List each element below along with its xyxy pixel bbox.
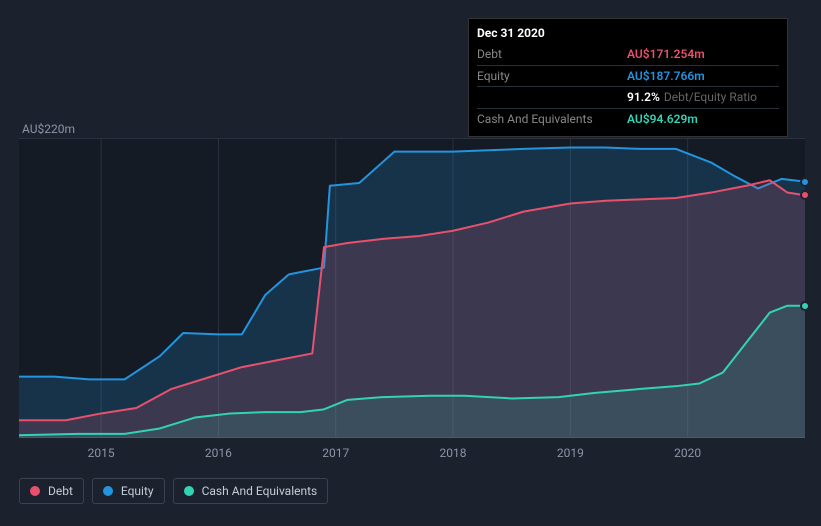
tooltip-row-label: Debt [477,46,627,63]
legend-swatch [103,486,113,496]
legend-label: Equity [121,484,154,498]
x-tick-label: 2018 [440,446,467,460]
tooltip-title: Dec 31 2020 [477,25,779,42]
legend-item-cash[interactable]: Cash And Equivalents [173,478,329,504]
tooltip-row-value: AU$94.629m [627,111,698,128]
tooltip-row: 91.2%Debt/Equity Ratio [477,86,779,108]
tooltip-row: DebtAU$171.254m [477,44,779,65]
x-tick-label: 2019 [557,446,584,460]
chart-svg [19,138,805,438]
tooltip-row: EquityAU$187.766m [477,65,779,87]
x-tick-label: 2016 [205,446,232,460]
legend-label: Cash And Equivalents [202,484,318,498]
legend-swatch [184,486,194,496]
legend-swatch [30,486,40,496]
x-tick-label: 2015 [88,446,115,460]
y-axis-label-high: AU$220m [22,122,75,136]
chart-legend: Debt Equity Cash And Equivalents [19,478,328,504]
x-tick-label: 2017 [322,446,349,460]
cash-marker [800,301,810,311]
chart-plot-area[interactable] [19,138,805,438]
tooltip-row-label: Equity [477,68,627,85]
equity-marker [800,177,810,187]
x-tick-label: 2020 [674,446,701,460]
tooltip-ratio-value: 91.2% [627,89,660,106]
x-axis-ticks: 2015 2016 2017 2018 2019 2020 [19,446,805,462]
debt-marker [800,190,810,200]
legend-item-debt[interactable]: Debt [19,478,84,504]
tooltip-row: Cash And EquivalentsAU$94.629m [477,108,779,130]
legend-label: Debt [48,484,73,498]
tooltip-row-value: AU$171.254m [627,46,705,63]
tooltip-ratio-label: Debt/Equity Ratio [664,89,757,106]
legend-item-equity[interactable]: Equity [92,478,165,504]
tooltip-row-label: Cash And Equivalents [477,111,627,128]
tooltip-row-label [477,89,627,106]
chart-tooltip: Dec 31 2020 DebtAU$171.254mEquityAU$187.… [468,18,788,137]
tooltip-row-value: AU$187.766m [627,68,705,85]
